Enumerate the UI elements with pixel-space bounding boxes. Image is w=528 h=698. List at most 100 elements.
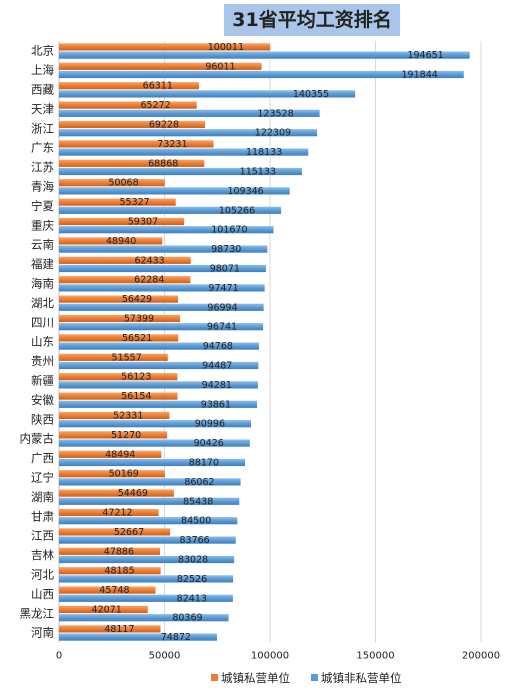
data-label: 55327 bbox=[120, 197, 150, 208]
data-label: 90426 bbox=[194, 438, 224, 449]
bar-nonprivate bbox=[59, 342, 259, 350]
bar-private bbox=[59, 353, 168, 361]
data-label: 82526 bbox=[177, 574, 207, 585]
bar-private bbox=[59, 120, 206, 129]
data-label: 109346 bbox=[227, 186, 263, 197]
bar-private bbox=[59, 567, 161, 575]
data-label: 82413 bbox=[177, 593, 207, 604]
data-label: 118133 bbox=[246, 147, 282, 158]
legend-swatch bbox=[311, 674, 318, 681]
bar-private bbox=[59, 586, 156, 594]
bar-private bbox=[59, 256, 191, 264]
legend-label: 城镇私营单位 bbox=[221, 671, 290, 685]
bar-private bbox=[59, 547, 161, 555]
data-label: 105266 bbox=[219, 205, 255, 216]
bar-nonprivate bbox=[59, 478, 241, 486]
bar-nonprivate bbox=[59, 420, 252, 428]
category-label: 甘肃 bbox=[31, 509, 54, 523]
data-label: 56154 bbox=[121, 391, 151, 402]
bar-private bbox=[59, 295, 179, 303]
category-label: 吉林 bbox=[31, 548, 54, 562]
bar-nonprivate bbox=[59, 226, 274, 234]
bar-nonprivate bbox=[59, 167, 302, 176]
category-label: 青海 bbox=[31, 180, 54, 194]
data-label: 98730 bbox=[211, 244, 241, 255]
bar-nonprivate bbox=[59, 439, 250, 447]
bar-nonprivate bbox=[59, 206, 282, 214]
bar-private bbox=[59, 62, 262, 70]
category-label: 福建 bbox=[31, 257, 54, 271]
bar-nonprivate bbox=[59, 400, 258, 408]
bar-private bbox=[59, 528, 171, 536]
x-tick-label: 50000 bbox=[149, 650, 181, 661]
category-label: 河北 bbox=[31, 568, 54, 582]
data-label: 88170 bbox=[189, 458, 219, 469]
x-tick-label: 200000 bbox=[462, 650, 500, 661]
category-label: 黑龙江 bbox=[20, 606, 55, 620]
bar-private bbox=[59, 392, 178, 400]
data-label: 56521 bbox=[122, 333, 152, 344]
bar-private bbox=[59, 101, 197, 109]
bar-nonprivate bbox=[59, 148, 309, 156]
x-tick-label: 100000 bbox=[251, 650, 289, 661]
bar-private bbox=[59, 43, 271, 51]
bar-nonprivate bbox=[59, 633, 217, 641]
category-label: 贵州 bbox=[31, 354, 54, 368]
data-label: 69228 bbox=[149, 120, 179, 131]
x-tick-label: 150000 bbox=[356, 650, 394, 661]
bar-private bbox=[59, 276, 191, 284]
data-label: 84500 bbox=[181, 516, 211, 527]
category-label: 安徽 bbox=[31, 393, 54, 407]
data-label: 48117 bbox=[104, 624, 134, 635]
x-axis-ticks: 0 50000 100000 150000 200000 bbox=[56, 650, 500, 661]
bar-nonprivate bbox=[59, 264, 266, 273]
data-label: 51270 bbox=[111, 430, 141, 441]
bar-private bbox=[59, 237, 163, 245]
bar-private bbox=[59, 159, 205, 167]
bar-nonprivate bbox=[59, 517, 238, 525]
data-label: 73231 bbox=[157, 139, 187, 150]
data-label: 48494 bbox=[105, 449, 135, 460]
category-label: 山西 bbox=[31, 587, 54, 601]
bar-nonprivate bbox=[59, 536, 236, 544]
bar-nonprivate bbox=[59, 51, 470, 59]
data-label: 194651 bbox=[407, 50, 443, 61]
data-label: 94281 bbox=[202, 380, 232, 391]
category-label: 河南 bbox=[31, 626, 54, 640]
data-label: 65272 bbox=[140, 100, 170, 111]
bar-private bbox=[59, 82, 199, 90]
data-label: 68868 bbox=[148, 158, 178, 169]
bar-nonprivate bbox=[59, 70, 464, 79]
bar-nonprivate bbox=[59, 614, 229, 622]
category-label: 北京 bbox=[31, 44, 54, 58]
bar-nonprivate bbox=[59, 109, 320, 117]
category-label: 四川 bbox=[31, 315, 54, 329]
data-label: 101670 bbox=[211, 225, 247, 236]
data-label: 83766 bbox=[180, 535, 210, 546]
data-label: 93861 bbox=[201, 399, 231, 410]
bar-private bbox=[59, 217, 185, 226]
data-label: 57399 bbox=[124, 314, 154, 325]
category-label: 辽宁 bbox=[31, 471, 54, 485]
data-label: 47212 bbox=[102, 508, 132, 519]
bar-private bbox=[59, 314, 181, 323]
data-label: 47886 bbox=[104, 546, 134, 557]
category-label: 广西 bbox=[31, 451, 54, 465]
data-label: 94487 bbox=[202, 361, 232, 372]
category-label: 宁夏 bbox=[31, 199, 54, 213]
category-label: 湖南 bbox=[31, 490, 54, 504]
data-label: 96741 bbox=[207, 322, 237, 333]
data-label: 100011 bbox=[208, 42, 244, 53]
data-label: 115133 bbox=[240, 167, 276, 178]
category-label: 天津 bbox=[31, 102, 54, 116]
data-label: 52331 bbox=[113, 411, 143, 422]
category-labels: 北京上海西藏天津浙江广东江苏青海宁夏重庆云南福建海南湖北四川山东贵州新疆安徽陕西… bbox=[20, 44, 55, 640]
data-label: 66311 bbox=[143, 81, 173, 92]
legend: 城镇私营单位 城镇非私营单位 bbox=[211, 671, 402, 685]
data-label: 85438 bbox=[183, 496, 213, 507]
data-label: 123528 bbox=[257, 108, 293, 119]
data-label: 96011 bbox=[205, 61, 235, 72]
bar-nonprivate bbox=[59, 575, 234, 583]
data-label: 54469 bbox=[118, 488, 148, 499]
